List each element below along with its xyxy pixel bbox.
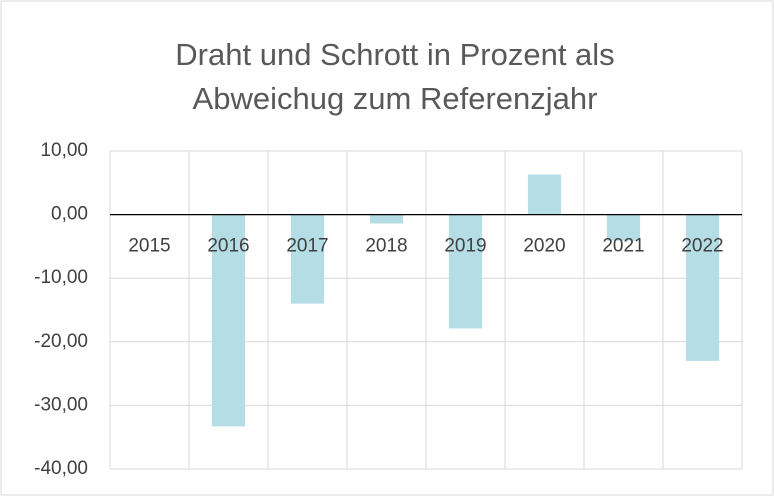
bar xyxy=(606,214,641,241)
bar xyxy=(448,214,483,329)
x-tick-label: 2021 xyxy=(602,236,644,257)
x-tick-label: 2019 xyxy=(444,236,486,257)
x-tick-label: 2016 xyxy=(207,236,249,257)
y-tick-label: -40,00 xyxy=(34,458,88,479)
x-tick-label: 2020 xyxy=(523,236,565,257)
chart-title: Draht und Schrott in Prozent als xyxy=(175,37,614,72)
y-tick-label: -20,00 xyxy=(34,331,88,352)
x-tick-label: 2015 xyxy=(128,236,170,257)
x-tick-label: 2022 xyxy=(681,236,723,257)
x-tick-label: 2018 xyxy=(365,236,407,257)
bar xyxy=(211,214,246,427)
chart-title: Abweichug zum Referenzjahr xyxy=(193,81,598,116)
y-tick-label: -10,00 xyxy=(34,267,88,288)
bar xyxy=(685,214,720,361)
y-tick-label: -30,00 xyxy=(34,394,88,415)
bar xyxy=(527,174,562,215)
y-tick-label: 10,00 xyxy=(40,140,88,161)
bar xyxy=(369,214,404,224)
x-tick-label: 2017 xyxy=(286,236,328,257)
y-tick-label: 0,00 xyxy=(51,204,88,225)
bar xyxy=(290,214,325,304)
